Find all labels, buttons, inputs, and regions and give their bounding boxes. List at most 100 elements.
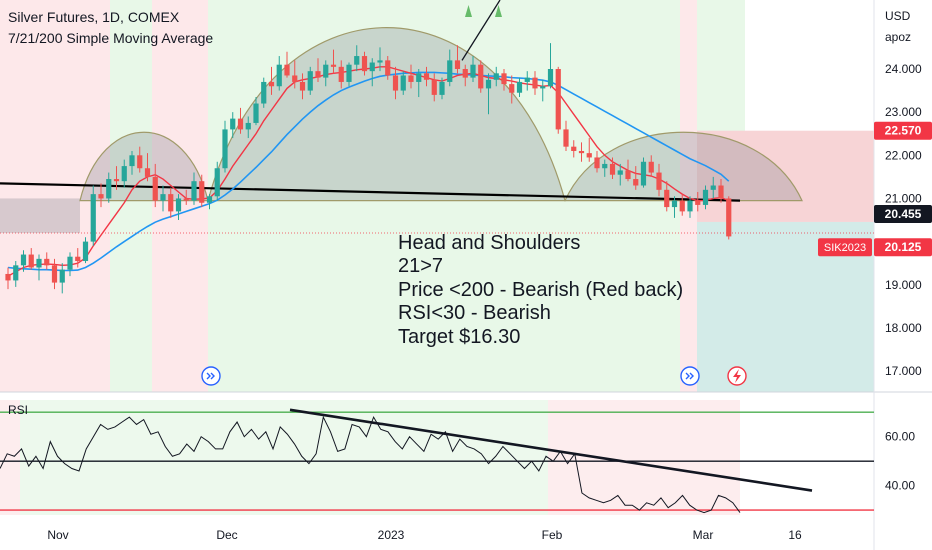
candle	[121, 166, 127, 182]
ma7-line	[7, 66, 730, 277]
candle	[137, 155, 143, 169]
candle	[702, 189, 709, 205]
candle	[633, 179, 639, 186]
y-tick-label: 19.000	[885, 278, 922, 292]
candle	[323, 64, 329, 78]
candle	[346, 64, 352, 82]
x-tick-label: Dec	[216, 528, 237, 542]
candle	[695, 200, 701, 205]
candle	[354, 56, 360, 65]
candle	[571, 146, 577, 151]
candle	[462, 69, 468, 78]
candle	[268, 81, 275, 87]
candle	[59, 269, 65, 283]
price-label: 22.570	[885, 124, 922, 138]
chart-icons[interactable]	[201, 5, 747, 386]
candle	[307, 71, 313, 91]
indicator-label: 7/21/200 Simple Moving Average	[8, 30, 214, 46]
triangle-marker	[495, 5, 502, 17]
candle	[687, 200, 693, 212]
candle	[206, 196, 213, 203]
candle	[447, 60, 453, 82]
candle	[509, 84, 515, 93]
annotation-line: Price <200 - Bearish (Red back)	[398, 278, 684, 301]
up-triangle-icon	[465, 5, 472, 17]
candle	[75, 256, 81, 262]
lightning-event-icon[interactable]	[727, 366, 747, 386]
x-tick-label: Feb	[542, 528, 563, 542]
candle	[726, 198, 732, 237]
candle	[144, 168, 151, 177]
candle	[416, 73, 422, 82]
rsi-band	[20, 400, 48, 515]
symbol-label: SIK2023	[824, 242, 866, 254]
candle	[20, 254, 27, 266]
candle	[222, 129, 228, 169]
rsi-band	[0, 400, 20, 515]
candle	[261, 81, 267, 104]
candle	[361, 56, 368, 72]
x-tick-label: Mar	[693, 528, 714, 542]
candle	[98, 194, 104, 199]
candle	[555, 69, 561, 130]
candle	[431, 79, 437, 95]
y-tick-label: 23.000	[885, 105, 922, 119]
candle	[82, 241, 89, 262]
candle	[51, 265, 58, 283]
candle	[594, 157, 600, 169]
rsi-tick-label: 40.00	[885, 479, 915, 493]
candle	[602, 163, 608, 169]
annotation-line: Target $16.30	[398, 325, 521, 348]
candle	[377, 60, 383, 63]
candle	[369, 62, 375, 72]
candle	[129, 155, 135, 167]
candle	[547, 69, 554, 87]
session-band	[680, 0, 697, 392]
candle	[152, 176, 158, 201]
candle	[423, 73, 430, 80]
candle	[90, 194, 96, 242]
symbol-label-box	[818, 238, 872, 257]
candle	[392, 75, 399, 91]
candle	[586, 153, 592, 158]
rsi-tick-label: 60.00	[885, 430, 915, 444]
annotation-line: Head and Shoulders	[398, 232, 581, 254]
candle	[5, 273, 11, 281]
y-tick-label: 18.000	[885, 321, 922, 335]
candle	[439, 81, 445, 95]
right-shoulder	[564, 131, 803, 202]
candle	[485, 79, 492, 89]
candle	[710, 185, 716, 190]
price-label-box	[874, 121, 932, 140]
icon-circle	[201, 366, 221, 386]
forward-circle-icon[interactable]	[680, 366, 700, 386]
head	[207, 27, 566, 202]
icon-bolt	[733, 369, 741, 383]
analysis-annotation: Head and Shoulders 21>7 Price <200 - Bea…	[398, 232, 683, 349]
rsi-line	[0, 415, 741, 514]
ma21-line	[7, 71, 730, 272]
candle	[245, 122, 251, 130]
candle	[718, 185, 724, 199]
candle	[168, 194, 174, 212]
candle	[160, 194, 166, 201]
candle	[106, 179, 112, 199]
candle	[253, 103, 259, 123]
x-tick-label: 2023	[378, 528, 405, 542]
rsi-band	[48, 400, 530, 515]
candle	[13, 265, 19, 281]
candle	[299, 81, 306, 91]
neckline-zone	[0, 198, 80, 233]
axes: 24.000 23.000 22.000 21.000 19.000 18.000 17.0…	[47, 62, 932, 542]
candle	[671, 200, 678, 208]
candle	[292, 75, 298, 82]
forward-circle-icon[interactable]	[201, 366, 221, 386]
candle	[524, 77, 530, 82]
candle	[478, 64, 484, 89]
candle	[625, 170, 631, 180]
candle	[315, 71, 321, 78]
trend-arrow	[461, 0, 501, 61]
up-triangle-icon	[495, 5, 502, 17]
